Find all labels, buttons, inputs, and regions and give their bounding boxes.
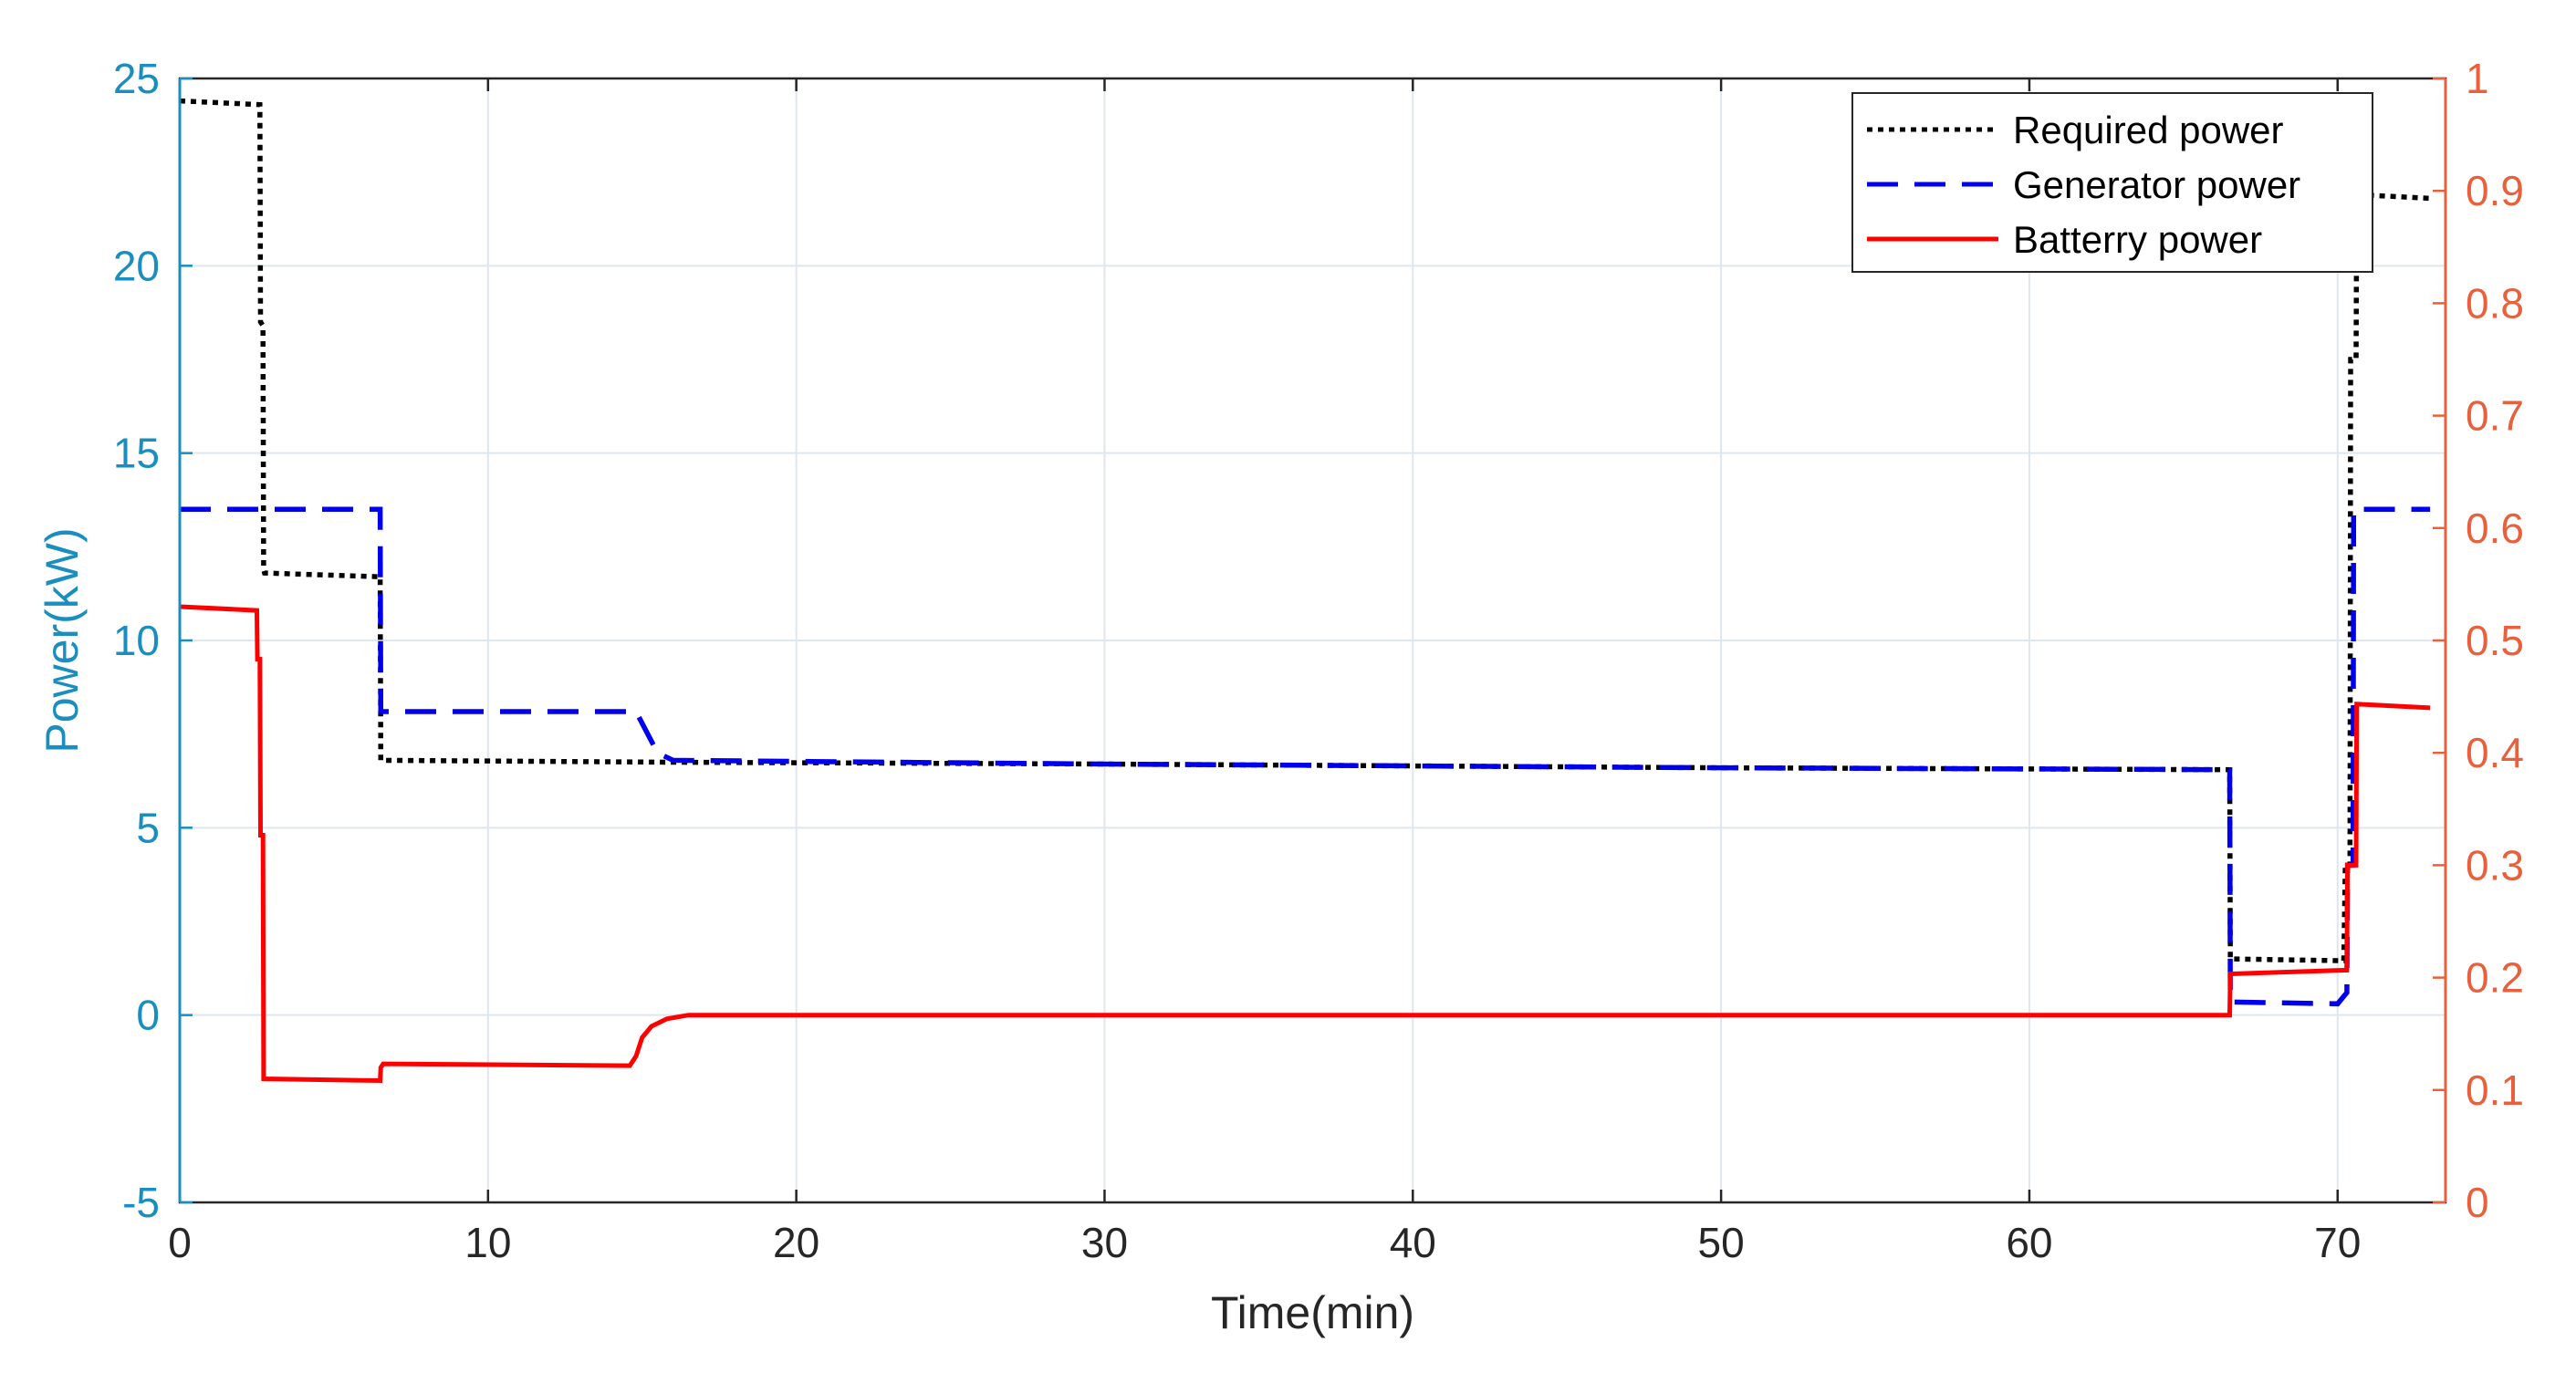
y-tick-label: -5 (122, 1179, 160, 1226)
legend-label-required-power: Required power (2013, 109, 2284, 151)
y2-tick-label: 0.5 (2466, 617, 2524, 664)
y2-tick-label: 0.3 (2466, 841, 2524, 889)
y-axis-label: Power(kW) (37, 527, 88, 753)
y-tick-label: 20 (113, 242, 160, 289)
y-tick-label: 5 (136, 804, 160, 851)
legend: Required power Generator power Batterry … (1851, 92, 2373, 273)
y-tick-label: 15 (113, 430, 160, 477)
legend-box (1851, 92, 2373, 273)
y2-tick-label: 0.1 (2466, 1066, 2524, 1114)
x-tick-label: 50 (1698, 1219, 1745, 1266)
y2-tick-label: 0.8 (2466, 279, 2524, 327)
x-tick-label: 40 (1390, 1219, 1436, 1266)
x-tick-label: 70 (2314, 1219, 2361, 1266)
x-tick-label: 60 (2006, 1219, 2052, 1266)
y2-tick-label: 0.2 (2466, 954, 2524, 1002)
x-tick-label: 30 (1081, 1219, 1128, 1266)
y2-tick-label: 0.6 (2466, 504, 2524, 552)
y2-tick-label: 0.7 (2466, 392, 2524, 440)
y2-tick-label: 1 (2466, 55, 2489, 102)
axes: 0 10 20 30 40 50 60 70-5051015202500.10.20.30.4… (113, 55, 2524, 1266)
legend-label-generator-power: Generator power (2013, 163, 2300, 206)
y-tick-label: 10 (113, 617, 160, 664)
y2-tick-label: 0.4 (2466, 729, 2524, 776)
series-lines (179, 98, 2431, 1084)
y2-tick-label: 0.9 (2466, 167, 2524, 214)
y-tick-label: 0 (136, 992, 160, 1039)
series-battery-power (179, 604, 2431, 1084)
y-tick-label: 25 (113, 55, 160, 102)
x-tick-label: 20 (773, 1219, 819, 1266)
x-tick-label: 10 (464, 1219, 511, 1266)
y2-tick-label: 0 (2466, 1179, 2489, 1226)
x-axis-label: Time(min) (1211, 1287, 1414, 1338)
series-required-power (179, 98, 2431, 963)
x-tick-label: 0 (168, 1219, 192, 1266)
legend-label-battery-power: Batterry power (2013, 218, 2262, 261)
